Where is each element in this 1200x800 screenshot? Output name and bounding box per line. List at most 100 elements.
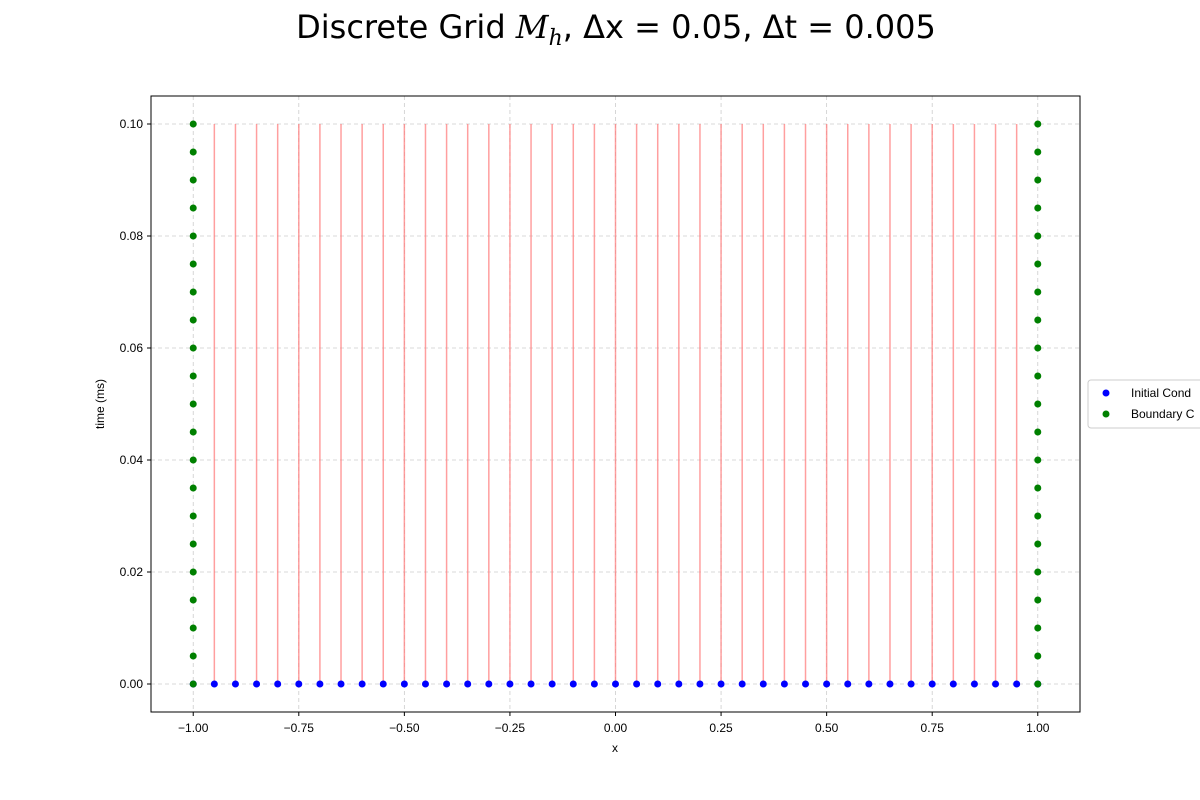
initial-point-6 bbox=[316, 680, 324, 688]
initial-point-7 bbox=[337, 680, 345, 688]
x-axis-ticks: −1.00 −0.75 −0.50 −0.25 0.00 0.25 0.50 0.75 1.00 bbox=[178, 712, 1050, 735]
initial-point-13 bbox=[464, 680, 472, 688]
boundary-point-left-6 bbox=[189, 512, 197, 520]
boundary-point-right-17 bbox=[1034, 204, 1042, 212]
x-tick-label-6: 0.50 bbox=[815, 721, 839, 735]
boundary-point-right-2 bbox=[1034, 624, 1042, 632]
boundary-point-right-9 bbox=[1034, 428, 1042, 436]
legend-box bbox=[1087, 379, 1200, 429]
y-tick-label-0: 0.00 bbox=[120, 677, 144, 691]
y-tick-label-3: 0.06 bbox=[120, 341, 144, 355]
initial-point-35 bbox=[928, 680, 936, 688]
boundary-point-right-11 bbox=[1034, 372, 1042, 380]
interior-grid-lines bbox=[213, 124, 1018, 684]
boundary-point-right-6 bbox=[1034, 512, 1042, 520]
initial-point-12 bbox=[443, 680, 451, 688]
x-tick-label-8: 1.00 bbox=[1026, 721, 1050, 735]
initial-point-14 bbox=[485, 680, 493, 688]
initial-point-5 bbox=[295, 680, 303, 688]
title-grid-subscript: h bbox=[549, 26, 563, 51]
title-dx: Δx = 0.05 bbox=[583, 8, 742, 46]
initial-point-10 bbox=[400, 680, 408, 688]
boundary-point-right-3 bbox=[1034, 596, 1042, 604]
title-dt: Δt = 0.005 bbox=[763, 8, 936, 46]
initial-point-30 bbox=[823, 680, 831, 688]
boundary-point-left-4 bbox=[189, 568, 197, 576]
initial-point-17 bbox=[548, 680, 556, 688]
y-tick-label-2: 0.04 bbox=[120, 453, 144, 467]
boundary-point-left-11 bbox=[189, 372, 197, 380]
x-tick-label-4: 0.00 bbox=[604, 721, 628, 735]
boundary-point-left-7 bbox=[189, 484, 197, 492]
boundary-point-left-8 bbox=[189, 456, 197, 464]
y-tick-label-1: 0.02 bbox=[120, 565, 144, 579]
title-prefix: Discrete Grid bbox=[296, 8, 516, 46]
boundary-point-left-3 bbox=[189, 596, 197, 604]
y-tick-label-5: 0.10 bbox=[120, 117, 144, 131]
title-grid-symbol: M bbox=[515, 8, 550, 46]
initial-point-20 bbox=[612, 680, 619, 688]
chart-title: Discrete Grid Mh, Δx = 0.05, Δt = 0.005 bbox=[296, 8, 936, 51]
boundary-point-left-16 bbox=[189, 232, 197, 240]
legend-label-boundary: Boundary C bbox=[1131, 407, 1195, 421]
legend-marker-initial bbox=[1102, 389, 1110, 397]
initial-point-38 bbox=[992, 680, 1000, 688]
initial-point-24 bbox=[696, 680, 704, 688]
initial-point-32 bbox=[865, 680, 873, 688]
initial-point-16 bbox=[527, 680, 535, 688]
data-points bbox=[189, 120, 1042, 688]
initial-point-39 bbox=[1013, 680, 1021, 688]
boundary-point-right-8 bbox=[1034, 456, 1042, 464]
x-tick-label-7: 0.75 bbox=[921, 721, 945, 735]
initial-point-8 bbox=[358, 680, 366, 688]
boundary-point-left-5 bbox=[189, 540, 197, 548]
initial-point-25 bbox=[717, 680, 725, 688]
initial-point-18 bbox=[569, 680, 577, 688]
legend: Initial Cond Boundary C bbox=[1087, 379, 1200, 429]
boundary-point-left-2 bbox=[189, 624, 197, 632]
initial-point-27 bbox=[759, 680, 767, 688]
initial-point-2 bbox=[231, 680, 239, 688]
boundary-point-left-18 bbox=[189, 176, 197, 184]
initial-point-37 bbox=[970, 680, 978, 688]
x-tick-label-1: −0.75 bbox=[284, 721, 315, 735]
initial-point-21 bbox=[633, 680, 641, 688]
boundary-point-left-0 bbox=[189, 680, 197, 688]
boundary-point-right-1 bbox=[1034, 652, 1042, 660]
initial-point-31 bbox=[844, 680, 852, 688]
boundary-point-left-15 bbox=[189, 260, 197, 268]
x-tick-label-2: −0.50 bbox=[389, 721, 420, 735]
boundary-point-left-12 bbox=[189, 344, 197, 352]
initial-point-1 bbox=[210, 680, 218, 688]
boundary-point-left-9 bbox=[189, 428, 197, 436]
initial-point-15 bbox=[506, 680, 514, 688]
initial-point-28 bbox=[780, 680, 788, 688]
initial-point-4 bbox=[274, 680, 282, 688]
y-tick-label-4: 0.08 bbox=[120, 229, 144, 243]
boundary-point-right-20 bbox=[1034, 120, 1042, 128]
boundary-point-right-5 bbox=[1034, 540, 1042, 548]
boundary-point-right-7 bbox=[1034, 484, 1042, 492]
initial-point-11 bbox=[421, 680, 429, 688]
boundary-point-right-4 bbox=[1034, 568, 1042, 576]
initial-point-19 bbox=[590, 680, 598, 688]
boundary-point-right-13 bbox=[1034, 316, 1042, 324]
boundary-point-left-13 bbox=[189, 316, 197, 324]
x-tick-label-0: −1.00 bbox=[178, 721, 209, 735]
boundary-point-right-0 bbox=[1034, 680, 1042, 688]
x-tick-label-5: 0.25 bbox=[709, 721, 733, 735]
initial-point-33 bbox=[886, 680, 894, 688]
boundary-point-left-19 bbox=[189, 148, 197, 156]
legend-label-initial: Initial Cond bbox=[1131, 386, 1191, 400]
boundary-point-right-18 bbox=[1034, 176, 1042, 184]
x-axis-label: x bbox=[612, 741, 618, 755]
initial-point-9 bbox=[379, 680, 387, 688]
legend-marker-boundary bbox=[1102, 410, 1110, 418]
boundary-point-right-14 bbox=[1034, 288, 1042, 296]
boundary-point-right-12 bbox=[1034, 344, 1042, 352]
boundary-point-left-14 bbox=[189, 288, 197, 296]
boundary-point-left-17 bbox=[189, 204, 197, 212]
y-axis-ticks: 0.00 0.02 0.04 0.06 0.08 0.10 bbox=[120, 117, 151, 691]
boundary-point-left-20 bbox=[189, 120, 197, 128]
